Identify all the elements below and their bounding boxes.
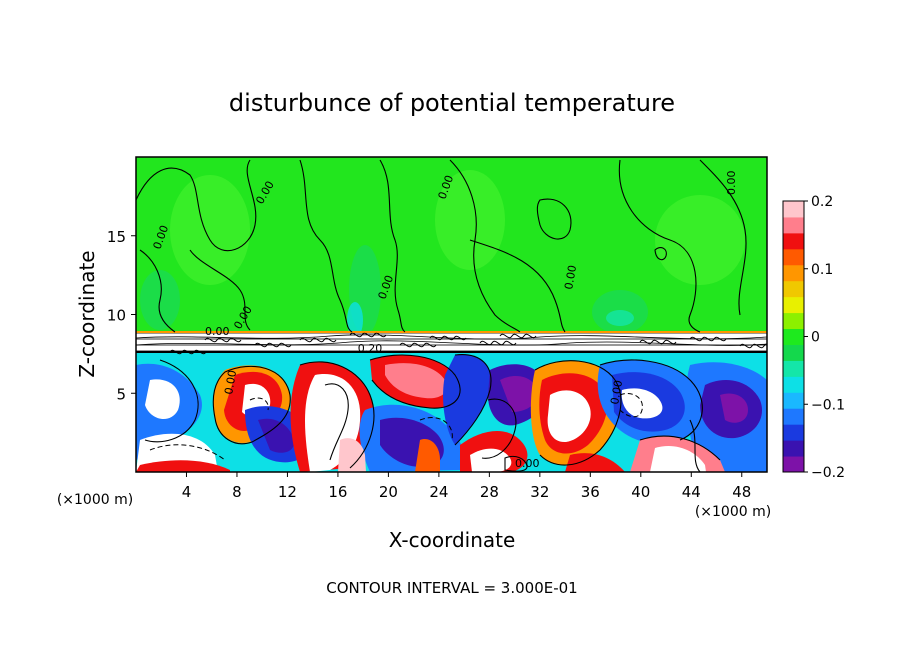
contour-label: 0.00	[562, 264, 579, 290]
x-axis-title: X-coordinate	[389, 528, 516, 552]
heatmap-field: 0.000.000.000.000.000.000.000.000.000.00…	[136, 157, 767, 472]
colorbar-swatch	[783, 232, 804, 250]
band-contour	[479, 340, 517, 346]
colorbar-swatch	[783, 312, 804, 330]
colorbar-labels: 0.2 0.1 0 −0.1 −0.2	[804, 194, 845, 481]
band-contour	[169, 349, 207, 355]
colorbar-swatch	[783, 296, 804, 314]
x-tick-label: 8	[232, 483, 242, 501]
y-tick-label: 10	[107, 307, 126, 325]
x-tick-label: 36	[581, 483, 600, 501]
x-tick-label: 28	[480, 483, 499, 501]
colorbar-swatch	[783, 456, 804, 473]
contour-label: 0.00	[515, 457, 540, 470]
band-contour	[739, 343, 767, 349]
colorbar-swatch	[783, 201, 804, 218]
colorbar-tick-label: 0.2	[811, 194, 833, 210]
band-contour	[204, 337, 242, 343]
colorbar-swatch	[783, 440, 804, 457]
y-tick-label: 5	[116, 385, 126, 403]
colorbar-swatch	[783, 280, 804, 298]
chart-title: disturbunce of potential temperature	[229, 89, 675, 117]
colorbar-tick-label: −0.1	[811, 397, 845, 413]
colorbar-swatch	[783, 216, 804, 234]
colorbar-swatch	[783, 376, 804, 393]
band-contour	[639, 339, 677, 345]
contour-label: 0.00	[608, 379, 625, 405]
colorbar-swatch	[783, 328, 804, 345]
colorbar-swatch	[783, 424, 804, 441]
colorbar-swatch	[783, 392, 804, 409]
x-axis: 4 8 12 16 20 24 28 32 36 40 44 48	[182, 472, 751, 501]
band-contour	[349, 332, 387, 338]
colorbar-swatch	[783, 264, 804, 282]
colorbar-swatch	[783, 360, 804, 377]
x-tick-label: 4	[182, 483, 192, 501]
x-unit-label-right: (×1000 m)	[695, 504, 771, 520]
band-contour	[429, 335, 467, 341]
colorbar	[783, 201, 804, 473]
band-contour	[299, 337, 337, 343]
colorbar-tick-label: 0.1	[811, 262, 833, 278]
x-tick-label: 48	[732, 483, 751, 501]
colorbar-tick-label: −0.2	[811, 465, 845, 481]
x-tick-label: 32	[530, 483, 549, 501]
contour-label: 0.00	[222, 369, 239, 395]
y-axis: 5 10 15	[107, 228, 136, 403]
band-contour-label: 0.20	[358, 342, 383, 355]
x-tick-label: 44	[682, 483, 701, 501]
x-tick-label: 24	[429, 483, 448, 501]
colorbar-swatch	[783, 344, 804, 361]
x-tick-label: 40	[631, 483, 650, 501]
contour-label: 0.00	[725, 171, 738, 196]
contour-interval-note: CONTOUR INTERVAL = 3.000E-01	[326, 579, 577, 597]
x-tick-label: 12	[278, 483, 297, 501]
x-tick-label: 20	[379, 483, 398, 501]
band-contour	[689, 336, 727, 342]
band-contour	[499, 333, 537, 339]
band-contour	[399, 342, 437, 348]
colorbar-swatch	[783, 408, 804, 425]
x-unit-label-left: (×1000 m)	[57, 492, 133, 508]
band-contour	[254, 342, 292, 348]
colorbar-tick-label: 0	[811, 330, 820, 346]
contour-label: 0.00	[205, 325, 230, 338]
y-tick-label: 15	[107, 228, 126, 246]
x-tick-label: 16	[328, 483, 347, 501]
colorbar-swatch	[783, 248, 804, 266]
y-axis-title: Z-coordinate	[75, 250, 99, 377]
